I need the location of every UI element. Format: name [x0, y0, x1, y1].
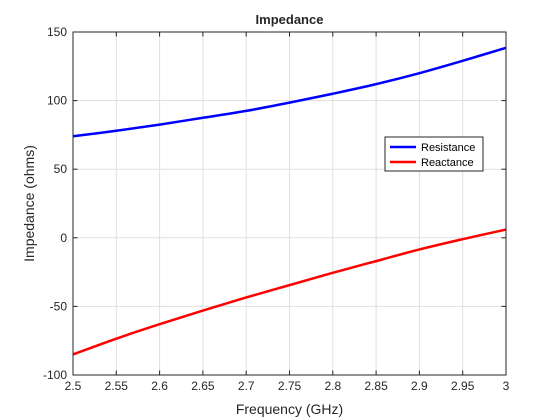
chart-title: Impedance [256, 12, 324, 27]
x-tick-label: 3 [503, 379, 510, 393]
y-tick-label: -100 [43, 368, 67, 382]
y-tick-label: 100 [47, 94, 67, 108]
legend-box [384, 136, 484, 172]
x-tick-label: 2.55 [105, 379, 129, 393]
y-axis-title: Impedance (ohms) [21, 145, 37, 262]
legend-label-resistance: Resistance [421, 142, 475, 154]
legend: Resistance Reactance [384, 136, 484, 172]
y-tick-label: 50 [54, 162, 68, 176]
x-axis-title: Frequency (GHz) [236, 401, 343, 417]
series-line-reactance [72, 228, 507, 356]
x-tick-label: 2.6 [151, 379, 168, 393]
legend-label-reactance: Reactance [421, 157, 474, 169]
ticks [72, 31, 507, 376]
x-tick-label: 2.85 [364, 379, 388, 393]
y-tick-label: 150 [47, 25, 67, 39]
x-tick-label: 2.7 [238, 379, 255, 393]
x-tick-label: 2.9 [411, 379, 428, 393]
tick-labels: 2.5 2.55 2.6 2.65 2.7 2.75 2.8 2.85 2.9 2.95 3 -100… [43, 25, 510, 393]
x-tick-label: 2.65 [191, 379, 215, 393]
y-tick-label: 0 [60, 231, 67, 245]
series-layer [72, 46, 507, 356]
y-tick-label: -50 [50, 299, 68, 313]
series-line-resistance [72, 46, 507, 138]
x-tick-label: 2.75 [278, 379, 302, 393]
x-tick-label: 2.5 [65, 379, 82, 393]
x-tick-label: 2.8 [324, 379, 341, 393]
x-tick-label: 2.95 [451, 379, 475, 393]
